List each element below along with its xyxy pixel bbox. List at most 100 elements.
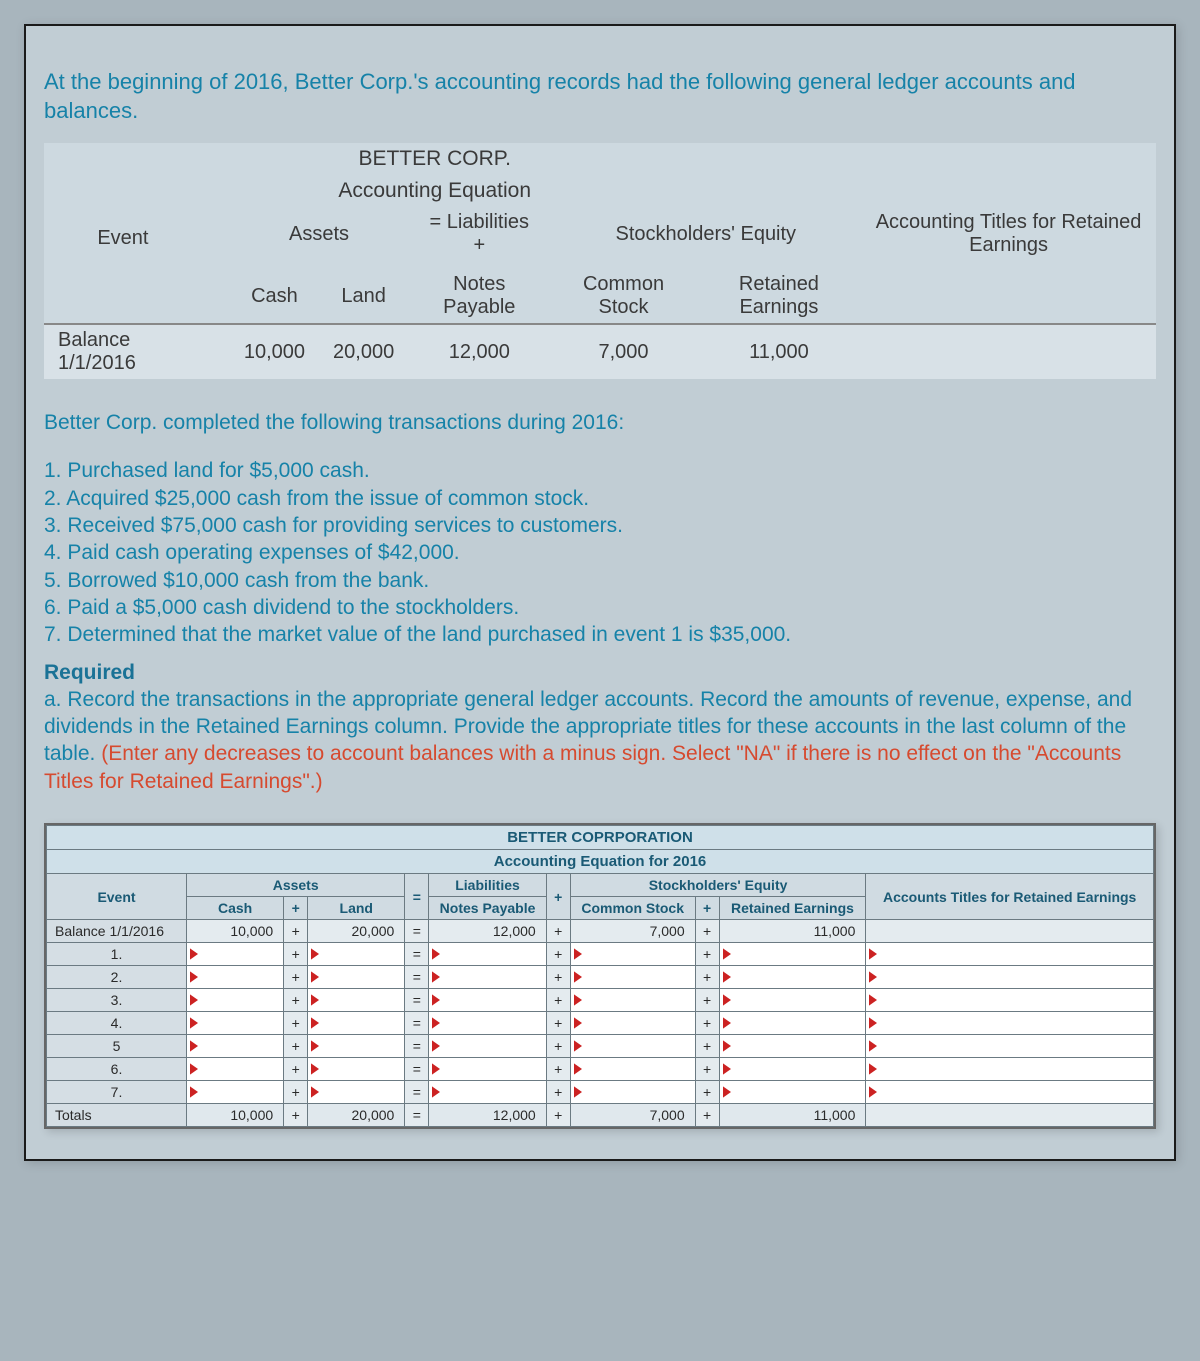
col-assets: Assets (230, 207, 408, 261)
input-cash[interactable] (187, 1081, 284, 1104)
required-heading: Required (44, 659, 1156, 686)
txn-7: Determined that the market value of the … (44, 621, 1156, 648)
sub-notes: Notes Payable (408, 269, 550, 324)
input-cs[interactable] (570, 966, 695, 989)
input-re[interactable] (719, 1058, 866, 1081)
ws-row: 4. + = + + (47, 1012, 1154, 1035)
sub-cstock: Common Stock (550, 269, 696, 324)
ws-col-se: Stockholders' Equity (570, 874, 866, 897)
plus: + (546, 874, 570, 920)
transactions-list: Purchased land for $5,000 cash. Acquired… (44, 457, 1156, 648)
txn-1: Purchased land for $5,000 cash. (44, 457, 1156, 484)
input-np[interactable] (429, 1035, 546, 1058)
input-acct-title[interactable] (866, 943, 1154, 966)
ws-title1: BETTER COPRPORATION (47, 826, 1154, 850)
ws-open-np: 12,000 (429, 920, 546, 943)
input-acct-title[interactable] (866, 1081, 1154, 1104)
input-re[interactable] (719, 989, 866, 1012)
input-cash[interactable] (187, 943, 284, 966)
input-cs[interactable] (570, 1081, 695, 1104)
ws-sub-land: Land (308, 897, 405, 920)
input-cs[interactable] (570, 1058, 695, 1081)
problem-page: At the beginning of 2016, Better Corp.'s… (24, 24, 1176, 1161)
input-land[interactable] (308, 1035, 405, 1058)
input-re[interactable] (719, 1035, 866, 1058)
input-re[interactable] (719, 966, 866, 989)
ws-tot-cash: 10,000 (187, 1104, 284, 1127)
input-land[interactable] (308, 966, 405, 989)
input-land[interactable] (308, 1081, 405, 1104)
input-land[interactable] (308, 1012, 405, 1035)
ws-sub-cs: Common Stock (570, 897, 695, 920)
ws-sub-re: Retained Earnings (719, 897, 866, 920)
input-acct-title[interactable] (866, 989, 1154, 1012)
txn-3: Received $75,000 cash for providing serv… (44, 512, 1156, 539)
input-np[interactable] (429, 1058, 546, 1081)
transactions-section: Better Corp. completed the following tra… (44, 409, 1156, 795)
ws-title2: Accounting Equation for 2016 (47, 850, 1154, 874)
opening-balance-table: BETTER CORP. Accounting Equation Event A… (44, 143, 1156, 379)
ws-sub-cash: Cash (187, 897, 284, 920)
ws-open-cs: 7,000 (570, 920, 695, 943)
ws-open-re: 11,000 (719, 920, 866, 943)
ws-totals-label: Totals (47, 1104, 187, 1127)
sub-land: Land (319, 269, 408, 324)
ws-col-acct: Accounts Titles for Retained Earnings (866, 874, 1154, 920)
input-re[interactable] (719, 1081, 866, 1104)
ws-tot-cs: 7,000 (570, 1104, 695, 1127)
input-cash[interactable] (187, 966, 284, 989)
input-np[interactable] (429, 1012, 546, 1035)
ws-sub-np: Notes Payable (429, 897, 546, 920)
plus: + (284, 897, 308, 920)
intro-text: At the beginning of 2016, Better Corp.'s… (44, 68, 1156, 125)
ws-row: 5 + = + + (47, 1035, 1154, 1058)
ws-row: 3. + = + + (47, 989, 1154, 1012)
required-warning: (Enter any decreases to account balances… (44, 742, 1121, 792)
input-np[interactable] (429, 1081, 546, 1104)
corp-name: BETTER CORP. (319, 143, 550, 175)
col-event: Event (44, 207, 202, 269)
input-land[interactable] (308, 943, 405, 966)
ws-open-cash: 10,000 (187, 920, 284, 943)
val-notes: 12,000 (408, 324, 550, 379)
input-cs[interactable] (570, 1035, 695, 1058)
input-re[interactable] (719, 1012, 866, 1035)
input-land[interactable] (308, 989, 405, 1012)
input-cash[interactable] (187, 1035, 284, 1058)
eq: = (405, 874, 429, 920)
plus: + (695, 897, 719, 920)
transactions-lead: Better Corp. completed the following tra… (44, 409, 1156, 436)
input-np[interactable] (429, 966, 546, 989)
input-acct-title[interactable] (866, 1058, 1154, 1081)
txn-5: Borrowed $10,000 cash from the bank. (44, 567, 1156, 594)
worksheet-table: BETTER COPRPORATION Accounting Equation … (44, 823, 1156, 1129)
ws-col-liab: Liabilities (429, 874, 546, 897)
ws-row: 6. + = + + (47, 1058, 1154, 1081)
input-cs[interactable] (570, 943, 695, 966)
txn-6: Paid a $5,000 cash dividend to the stock… (44, 594, 1156, 621)
val-cash: 10,000 (230, 324, 319, 379)
ws-row: 1. + = + + (47, 943, 1154, 966)
input-land[interactable] (308, 1058, 405, 1081)
ws-tot-land: 20,000 (308, 1104, 405, 1127)
val-cstock: 7,000 (550, 324, 696, 379)
input-acct-title[interactable] (866, 966, 1154, 989)
input-np[interactable] (429, 989, 546, 1012)
ws-col-assets: Assets (187, 874, 405, 897)
ws-open-land: 20,000 (308, 920, 405, 943)
input-np[interactable] (429, 943, 546, 966)
input-re[interactable] (719, 943, 866, 966)
ws-opening-row: Balance 1/1/2016 10,000 + 20,000 = 12,00… (47, 920, 1154, 943)
input-cash[interactable] (187, 1058, 284, 1081)
sub-cash: Cash (230, 269, 319, 324)
col-equity: Stockholders' Equity (550, 207, 861, 261)
input-acct-title[interactable] (866, 1012, 1154, 1035)
sub-re: Retained Earnings (697, 269, 862, 324)
input-cash[interactable] (187, 989, 284, 1012)
input-cash[interactable] (187, 1012, 284, 1035)
input-cs[interactable] (570, 989, 695, 1012)
input-acct-title[interactable] (866, 1035, 1154, 1058)
ws-row: 2. + = + + (47, 966, 1154, 989)
row-label: Balance 1/1/2016 (44, 324, 202, 379)
input-cs[interactable] (570, 1012, 695, 1035)
